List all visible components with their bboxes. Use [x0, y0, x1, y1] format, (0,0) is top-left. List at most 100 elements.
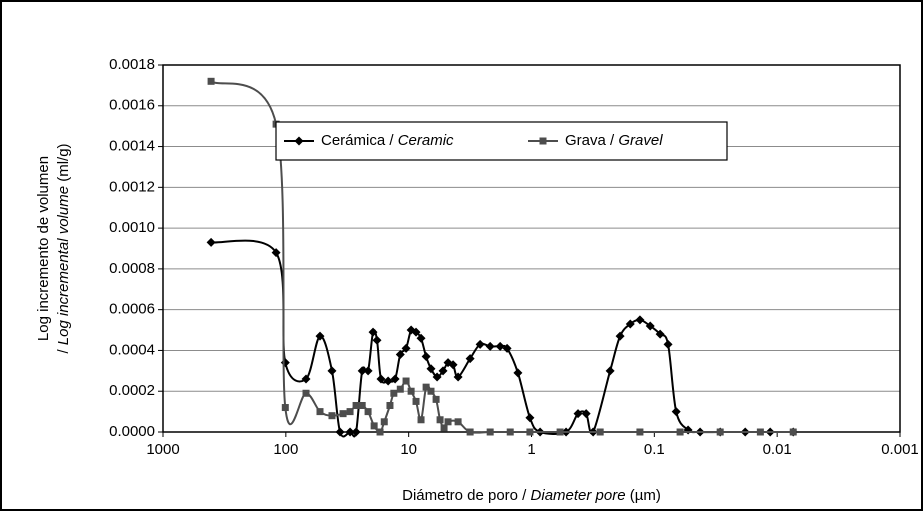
marker: [401, 343, 411, 353]
marker: [345, 427, 355, 437]
marker: [581, 409, 591, 419]
x-axis-label-part: (µm): [626, 487, 661, 504]
legend-label-part: Gravel: [618, 132, 663, 149]
marker: [485, 341, 495, 351]
marker: [327, 366, 337, 376]
marker: [316, 408, 324, 416]
y-tick-label: 0.0018: [109, 56, 155, 73]
marker: [506, 428, 514, 436]
marker: [625, 319, 635, 329]
marker: [432, 395, 440, 403]
marker: [486, 428, 494, 436]
marker: [376, 374, 386, 384]
y-tick-label: 0.0002: [109, 382, 155, 399]
marker: [421, 352, 431, 362]
marker: [281, 404, 289, 412]
marker: [615, 331, 625, 341]
marker: [525, 413, 535, 423]
marker: [370, 422, 378, 430]
marker: [636, 428, 644, 436]
marker: [526, 428, 534, 436]
marker: [438, 366, 448, 376]
marker: [596, 428, 604, 436]
marker: [573, 409, 583, 419]
y-tick-label: 0.0016: [109, 97, 155, 114]
y-tick-label: 0.0010: [109, 219, 155, 236]
marker: [416, 333, 426, 343]
y-axis-label-part: Log incremental volume: [55, 186, 72, 345]
x-axis-label-part: Diámetro de poro /: [402, 487, 530, 504]
marker: [206, 237, 216, 247]
marker: [357, 366, 367, 376]
y-tick-label: 0.0014: [109, 138, 155, 155]
legend-label-part: Cerámica /: [321, 132, 398, 149]
marker: [475, 339, 485, 349]
y-axis-label: / Log incremental volume (ml/g): [55, 143, 72, 353]
marker: [436, 416, 444, 424]
marker: [271, 248, 281, 258]
marker: [390, 374, 400, 384]
x-tick-label: 0.1: [644, 441, 665, 458]
legend-label-part: Grava /: [565, 132, 618, 149]
marker: [301, 374, 311, 384]
marker: [352, 401, 360, 409]
marker: [351, 427, 361, 437]
x-tick-label: 1: [527, 441, 535, 458]
legend-label: Grava / Gravel: [565, 132, 663, 149]
marker: [716, 428, 724, 436]
y-tick-label: 0.0008: [109, 260, 155, 277]
marker: [358, 401, 366, 409]
marker: [448, 360, 458, 370]
legend-label: Cerámica / Ceramic: [321, 132, 454, 149]
marker: [380, 418, 388, 426]
marker: [671, 407, 681, 417]
marker: [346, 408, 354, 416]
marker: [417, 416, 425, 424]
marker: [339, 410, 347, 418]
marker: [372, 335, 382, 345]
marker: [376, 428, 384, 436]
marker: [335, 427, 345, 437]
y-tick-label: 0.0004: [109, 341, 155, 358]
marker: [513, 368, 523, 378]
marker: [465, 354, 475, 364]
marker: [676, 428, 684, 436]
y-tick-label: 0.0006: [109, 301, 155, 318]
marker: [207, 77, 215, 85]
marker: [402, 377, 410, 385]
marker: [440, 424, 448, 432]
marker: [635, 315, 645, 325]
y-axis-label-part: Log incremento de volumen: [35, 156, 52, 341]
marker: [411, 327, 421, 337]
marker: [605, 366, 615, 376]
legend-label-part: Ceramic: [398, 132, 454, 149]
marker: [368, 327, 378, 337]
legend-marker: [294, 136, 304, 146]
marker: [663, 339, 673, 349]
marker: [412, 397, 420, 405]
marker: [302, 389, 310, 397]
marker: [454, 418, 462, 426]
marker: [756, 428, 764, 436]
marker: [328, 412, 336, 420]
x-tick-label: 0.01: [763, 441, 792, 458]
marker: [495, 341, 505, 351]
x-tick-label: 10: [400, 441, 417, 458]
marker: [655, 329, 665, 339]
marker: [645, 321, 655, 331]
marker: [556, 428, 564, 436]
y-axis-label-part: (ml/g): [55, 143, 72, 186]
marker: [444, 418, 452, 426]
x-axis-label-part: Diameter pore: [531, 487, 626, 504]
marker: [363, 366, 373, 376]
marker: [396, 385, 404, 393]
y-axis-label: Log incremento de volumen: [35, 156, 52, 341]
marker: [789, 428, 797, 436]
x-tick-label: 100: [273, 441, 298, 458]
y-axis-label-part: /: [55, 345, 72, 353]
marker: [395, 350, 405, 360]
marker: [390, 389, 398, 397]
marker: [422, 383, 430, 391]
